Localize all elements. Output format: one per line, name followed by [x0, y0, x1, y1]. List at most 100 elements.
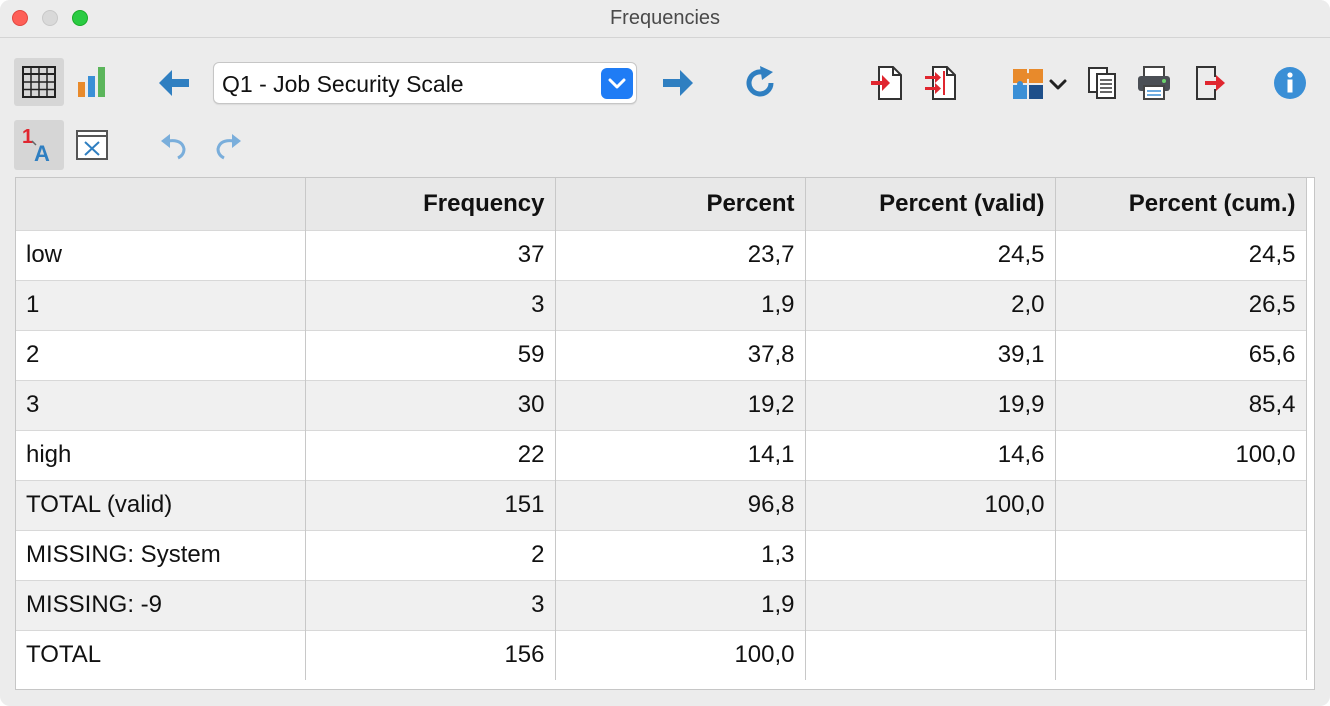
title-bar: Frequencies: [0, 0, 1330, 38]
smartpublisher-button[interactable]: [1008, 60, 1074, 106]
puzzle-icon: [1013, 69, 1067, 99]
printer-icon: [1138, 66, 1170, 100]
percent-valid-cell: [805, 629, 1056, 680]
info-button[interactable]: [1268, 60, 1312, 106]
column-header-percent[interactable]: Percent: [555, 178, 806, 230]
percent-cum-cell: 100,0: [1055, 429, 1307, 480]
row-label: MISSING: System: [16, 529, 306, 580]
table-row[interactable]: low 37 23,7 24,5 24,5: [16, 229, 1307, 280]
window-title: Frequencies: [609, 7, 721, 29]
toolbar: Q1 - Job Security Scale: [0, 38, 1330, 172]
close-window-button[interactable]: [12, 10, 28, 26]
table-row[interactable]: 3 30 19,2 19,9 85,4: [16, 379, 1307, 430]
row-label: 1: [16, 279, 306, 330]
export-all-button[interactable]: [918, 60, 962, 106]
table-grid-icon: [22, 66, 56, 98]
table-row[interactable]: high 22 14,1 14,6 100,0: [16, 429, 1307, 480]
table-row[interactable]: 2 59 37,8 39,1 65,6: [16, 329, 1307, 380]
undo-button[interactable]: [152, 124, 196, 168]
table-row[interactable]: TOTAL 156 100,0: [16, 629, 1307, 680]
frequency-cell: 3: [305, 279, 556, 330]
percent-cum-cell: [1055, 579, 1307, 630]
variable-select[interactable]: Q1 - Job Security Scale: [213, 62, 637, 104]
percent-valid-cell: 100,0: [805, 479, 1056, 530]
refresh-button[interactable]: [738, 60, 782, 106]
table-header-row: Frequency Percent Percent (valid) Percen…: [16, 178, 1307, 230]
frequency-cell: 156: [305, 629, 556, 680]
row-label: 3: [16, 379, 306, 430]
window-close-icon: [76, 130, 108, 160]
table-row[interactable]: MISSING: -9 3 1,9: [16, 579, 1307, 630]
value-label-icon: 1 A: [22, 126, 50, 165]
table-row[interactable]: MISSING: System 2 1,3: [16, 529, 1307, 580]
percent-cum-cell: 65,6: [1055, 329, 1307, 380]
percent-cell: 23,7: [555, 229, 806, 280]
row-label: 2: [16, 329, 306, 380]
redo-icon: [216, 134, 241, 160]
row-label: low: [16, 229, 306, 280]
percent-valid-cell: 14,6: [805, 429, 1056, 480]
percent-valid-cell: [805, 529, 1056, 580]
redo-button[interactable]: [206, 124, 250, 168]
show-values-labels-button[interactable]: 1 A: [14, 120, 64, 170]
print-button[interactable]: [1132, 60, 1176, 106]
frequency-cell: 22: [305, 429, 556, 480]
frequency-cell: 37: [305, 229, 556, 280]
frequency-table: Frequency Percent Percent (valid) Percen…: [16, 178, 1307, 680]
percent-cell: 100,0: [555, 629, 806, 680]
zoom-window-button[interactable]: [72, 10, 88, 26]
column-header-category[interactable]: [16, 178, 306, 230]
svg-text:A: A: [34, 141, 50, 165]
variable-select-value: Q1 - Job Security Scale: [222, 71, 464, 97]
column-header-percent-valid[interactable]: Percent (valid): [805, 178, 1056, 230]
exclude-missing-button[interactable]: [70, 120, 114, 170]
percent-cell: 1,3: [555, 529, 806, 580]
table-view-button[interactable]: [14, 58, 64, 106]
info-icon: [1274, 67, 1306, 99]
row-label: high: [16, 429, 306, 480]
frequency-cell: 151: [305, 479, 556, 530]
document-export-all-icon: [925, 66, 956, 100]
next-variable-button[interactable]: [656, 62, 700, 104]
column-header-frequency[interactable]: Frequency: [305, 178, 556, 230]
percent-cum-cell: [1055, 479, 1307, 530]
percent-cell: 19,2: [555, 379, 806, 430]
chevron-down-icon[interactable]: [601, 68, 633, 99]
frequency-table-container: Frequency Percent Percent (valid) Percen…: [15, 177, 1315, 690]
row-label: TOTAL: [16, 629, 306, 680]
copy-icon: [1088, 67, 1116, 99]
refresh-icon: [746, 66, 774, 97]
column-header-percent-cum[interactable]: Percent (cum.): [1055, 178, 1307, 230]
chart-view-button[interactable]: [70, 58, 114, 106]
close-window-tool-button[interactable]: [1188, 60, 1232, 106]
exit-icon: [1196, 66, 1225, 100]
percent-cum-cell: [1055, 529, 1307, 580]
percent-cell: 37,8: [555, 329, 806, 380]
bar-chart-icon: [78, 67, 105, 97]
table-row[interactable]: 1 3 1,9 2,0 26,5: [16, 279, 1307, 330]
percent-cum-cell: [1055, 629, 1307, 680]
percent-valid-cell: 19,9: [805, 379, 1056, 430]
row-label: MISSING: -9: [16, 579, 306, 630]
percent-cum-cell: 26,5: [1055, 279, 1307, 330]
frequency-cell: 30: [305, 379, 556, 430]
export-button[interactable]: [864, 60, 908, 106]
previous-variable-button[interactable]: [152, 62, 196, 104]
copy-button[interactable]: [1080, 60, 1124, 106]
percent-valid-cell: 39,1: [805, 329, 1056, 380]
percent-cell: 14,1: [555, 429, 806, 480]
percent-cell: 96,8: [555, 479, 806, 530]
percent-cum-cell: 85,4: [1055, 379, 1307, 430]
percent-valid-cell: 2,0: [805, 279, 1056, 330]
table-row[interactable]: TOTAL (valid) 151 96,8 100,0: [16, 479, 1307, 530]
percent-cell: 1,9: [555, 579, 806, 630]
document-import-icon: [871, 66, 902, 100]
percent-valid-cell: 24,5: [805, 229, 1056, 280]
percent-cell: 1,9: [555, 279, 806, 330]
minimize-window-button[interactable]: [42, 10, 58, 26]
svg-text:1: 1: [22, 126, 33, 148]
percent-valid-cell: [805, 579, 1056, 630]
percent-cum-cell: 24,5: [1055, 229, 1307, 280]
arrow-right-icon: [663, 70, 693, 96]
